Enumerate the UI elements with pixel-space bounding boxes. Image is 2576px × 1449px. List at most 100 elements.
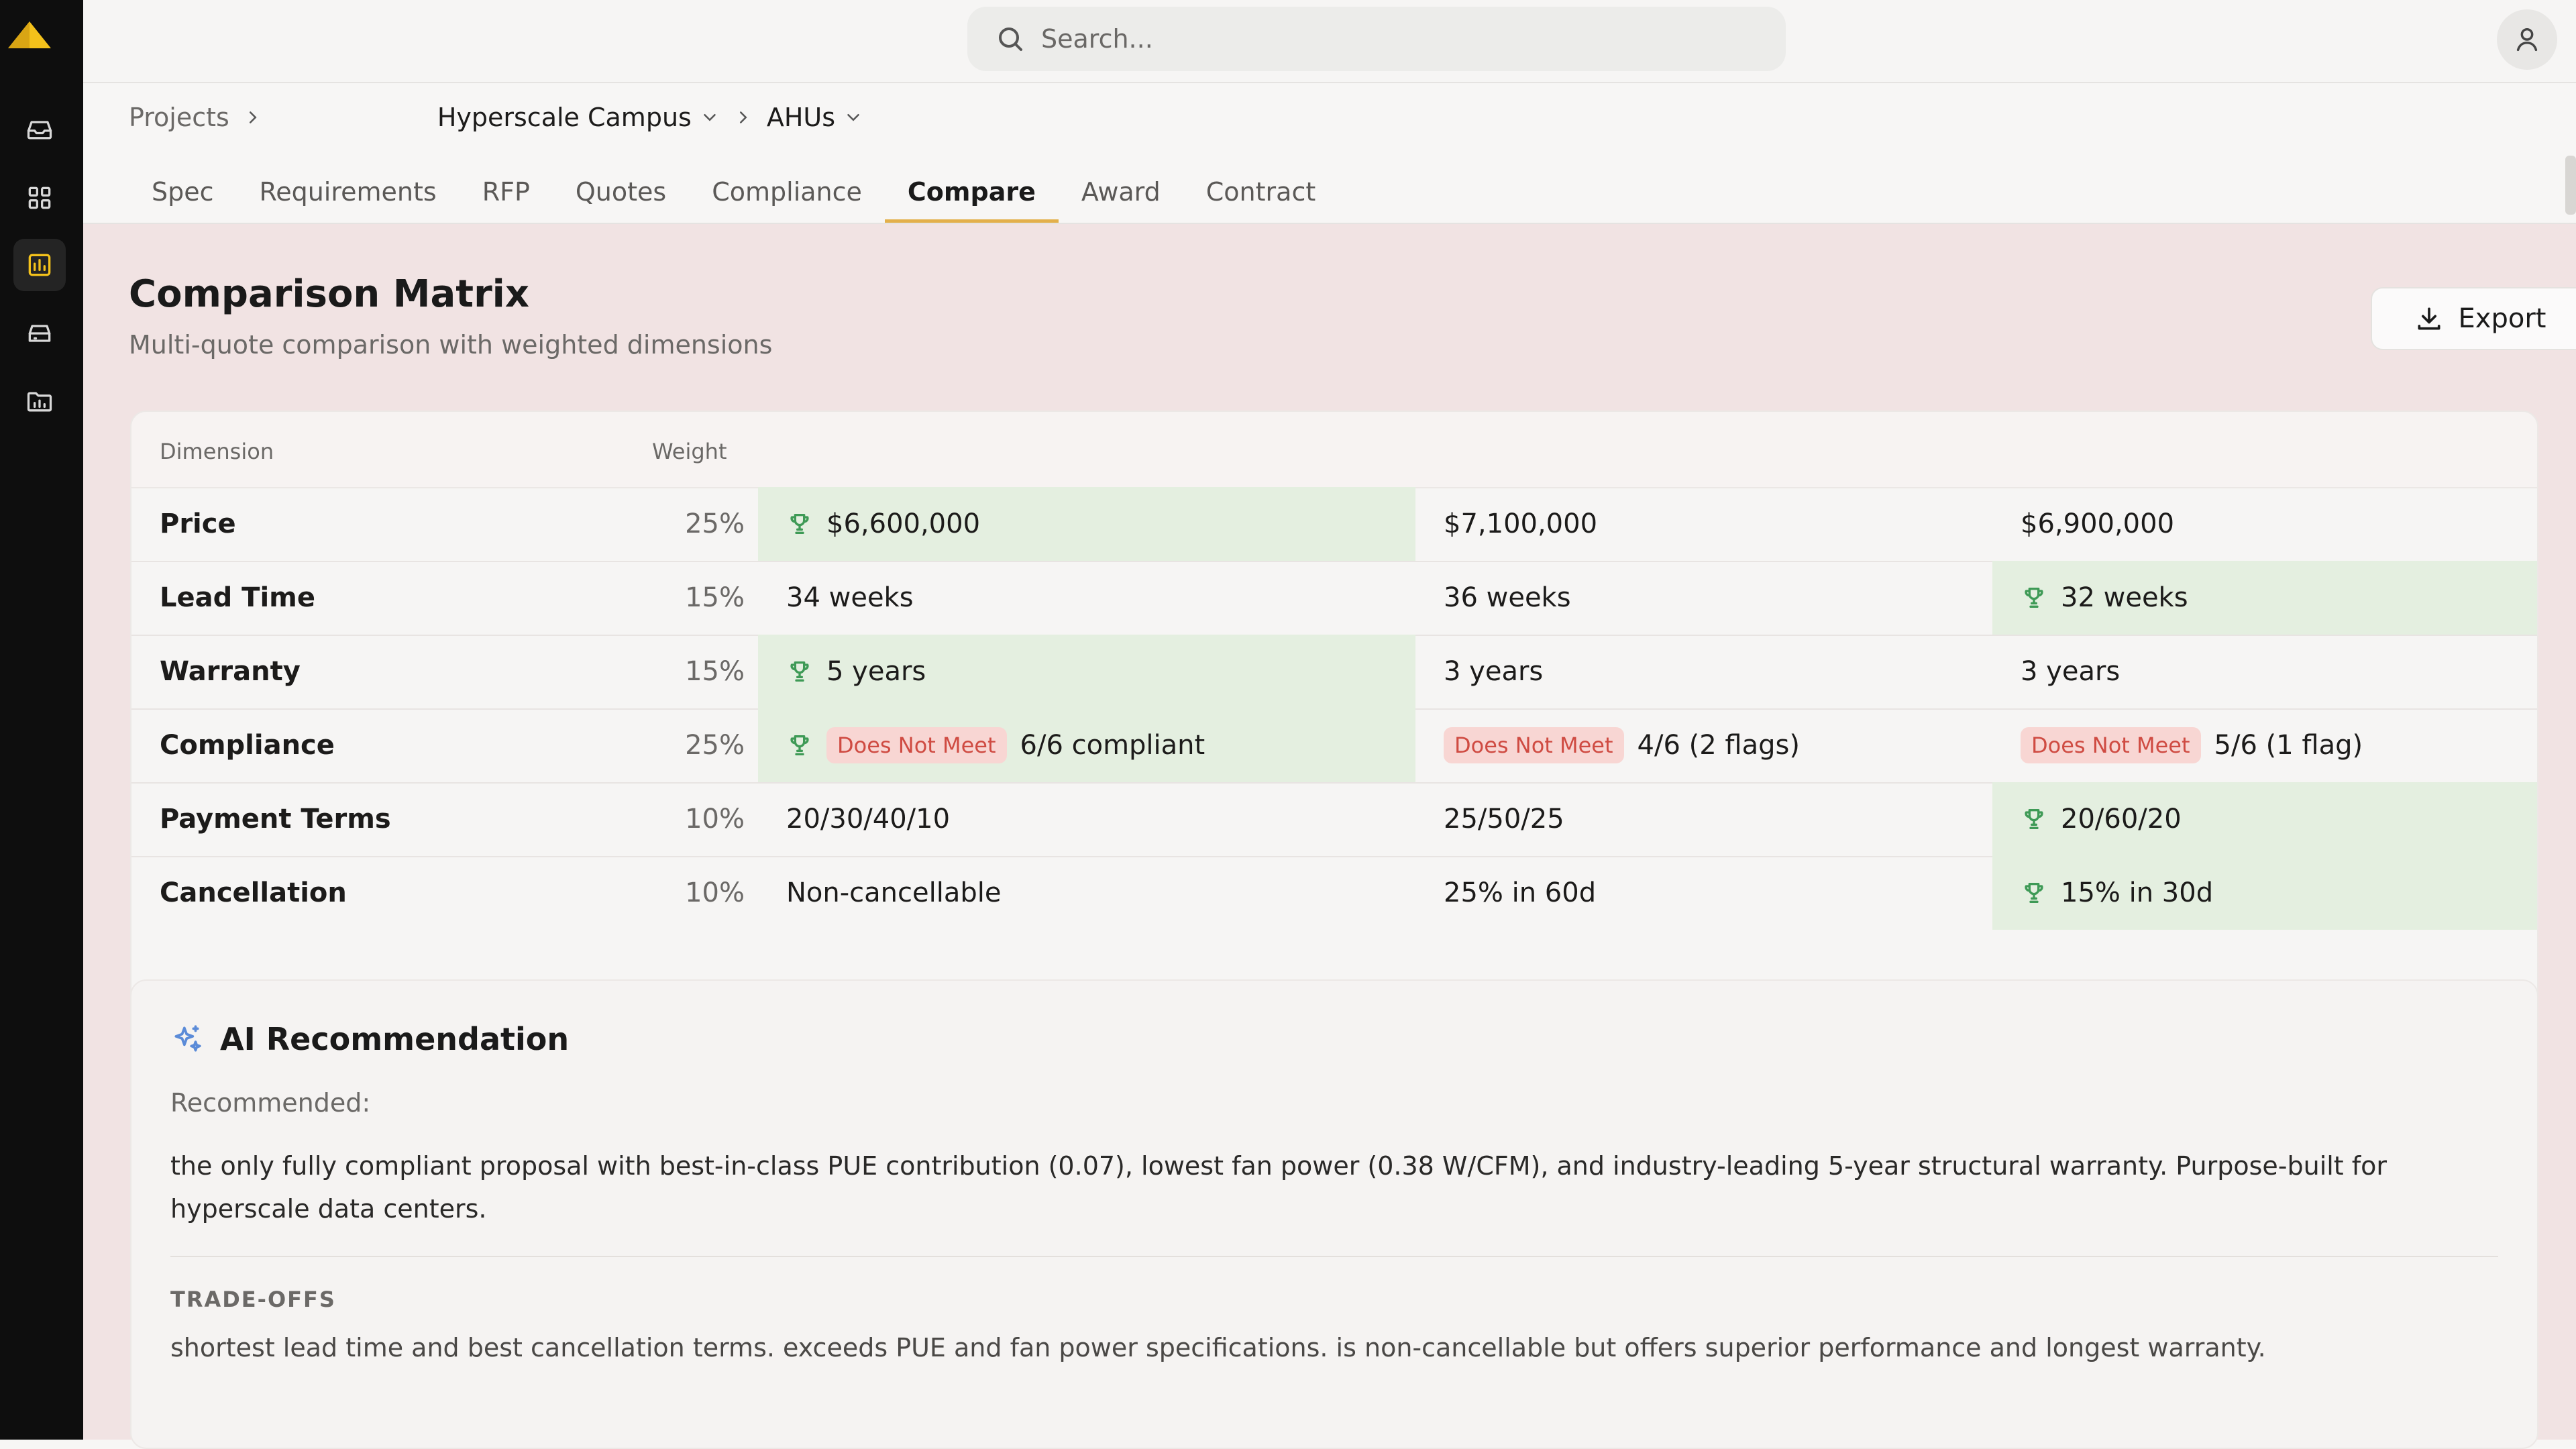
- dimension-label: Compliance: [160, 730, 335, 761]
- quote-2-value: 3 years: [1444, 656, 1544, 687]
- weight-value: 15%: [685, 656, 745, 687]
- sidebar-inbox-icon[interactable]: [13, 103, 66, 156]
- sidebar-storage-icon[interactable]: [13, 307, 66, 360]
- ai-recommendation-title: AI Recommendation: [220, 1021, 570, 1057]
- ai-recommendation-header: AI Recommendation: [170, 1021, 569, 1057]
- dimension-label: Lead Time: [160, 582, 315, 613]
- logo[interactable]: [5, 17, 54, 55]
- user-icon: [2516, 28, 2538, 52]
- download-icon: [2418, 307, 2440, 330]
- comparison-matrix: Dimension Weight Price 25% $6,600,000 $7…: [130, 411, 2538, 1157]
- sidebar-projects-icon[interactable]: [13, 239, 66, 291]
- chevron-down-icon: [704, 114, 716, 121]
- quote-2-value: 36 weeks: [1444, 582, 1571, 613]
- tab-bar: Spec Requirements RFP Quotes Compliance …: [129, 161, 1338, 223]
- quote-2-cell: 25% in 60d: [1415, 856, 1992, 930]
- breadcrumb-project-dropdown[interactable]: Hyperscale Campus: [437, 103, 720, 132]
- matrix-header-row: Dimension Weight: [131, 412, 2537, 488]
- quote-1-cell: 5 years: [758, 635, 1415, 708]
- quote-3-value: 32 weeks: [2061, 582, 2188, 613]
- quote-2-cell: 25/50/25: [1415, 782, 1992, 856]
- quote-3-cell: 3 years: [1992, 635, 2537, 708]
- sidebar-reports-icon[interactable]: [13, 376, 66, 428]
- weight-value: 25%: [685, 730, 745, 761]
- weight-value: 25%: [685, 508, 745, 539]
- trophy-icon: [2025, 588, 2043, 608]
- quote-2-cell: 3 years: [1415, 635, 1992, 708]
- export-label: Export: [2458, 303, 2546, 334]
- page-subtitle: Multi-quote comparison with weighted dim…: [129, 330, 773, 360]
- quote-1-value: Non-cancellable: [786, 877, 1002, 908]
- status-badge: Does Not Meet: [2021, 727, 2201, 763]
- breadcrumb-category-dropdown[interactable]: AHUs: [767, 103, 863, 132]
- scrollbar[interactable]: [2565, 156, 2576, 215]
- trophy-icon: [790, 735, 809, 755]
- tab-quotes[interactable]: Quotes: [575, 177, 667, 207]
- sidebar: [0, 0, 83, 1440]
- table-row: Cancellation 10% Non-cancellable 25% in …: [131, 856, 2537, 930]
- header-weight: Weight: [652, 439, 727, 464]
- quote-2-cell: Does Not Meet 4/6 (2 flags): [1415, 708, 1992, 782]
- quote-1-value: 20/30/40/10: [786, 804, 951, 835]
- quote-1-value: 5 years: [826, 656, 926, 687]
- trophy-icon: [2025, 809, 2043, 829]
- export-button[interactable]: Export: [2371, 287, 2576, 350]
- chevron-down-icon: [847, 114, 859, 121]
- trophy-icon: [790, 661, 809, 682]
- recommended-label: Recommended:: [170, 1088, 371, 1118]
- ai-recommendation-card: AI Recommendation Recommended: the only …: [130, 979, 2538, 1449]
- table-row: Lead Time 15% 34 weeks 36 weeks 32 weeks: [131, 561, 2537, 636]
- quote-2-value: 25/50/25: [1444, 804, 1564, 835]
- breadcrumb-category: AHUs: [766, 103, 836, 132]
- weight-value: 15%: [685, 582, 745, 613]
- tab-contract[interactable]: Contract: [1205, 177, 1316, 207]
- breadcrumb-project: Hyperscale Campus: [437, 103, 692, 132]
- table-row: Compliance 25% Does Not Meet 6/6 complia…: [131, 708, 2537, 784]
- user-avatar-button[interactable]: [2497, 9, 2557, 70]
- table-row: Warranty 15% 5 years 3 years 3 years: [131, 635, 2537, 710]
- quote-1-cell: Does Not Meet 6/6 compliant: [758, 708, 1415, 782]
- breadcrumb: Projects Hyperscale Campus AHUs: [129, 101, 863, 134]
- tab-compare[interactable]: Compare: [884, 161, 1059, 223]
- quote-3-cell: 15% in 30d: [1992, 856, 2537, 930]
- dimension-label: Price: [160, 508, 236, 539]
- tab-award[interactable]: Award: [1081, 177, 1161, 207]
- quote-3-cell: $6,900,000: [1992, 487, 2537, 561]
- quote-2-value: $7,100,000: [1444, 508, 1598, 539]
- search-box[interactable]: [967, 7, 1786, 71]
- table-row: Payment Terms 10% 20/30/40/10 25/50/25 2…: [131, 782, 2537, 857]
- tradeoffs-text: shortest lead time and best cancellation…: [170, 1333, 2266, 1362]
- table-row: Price 25% $6,600,000 $7,100,000 $6,900,0…: [131, 487, 2537, 562]
- tab-requirements[interactable]: Requirements: [259, 177, 437, 207]
- search-input[interactable]: [1040, 23, 1713, 54]
- tab-spec[interactable]: Spec: [152, 177, 214, 207]
- weight-value: 10%: [685, 877, 745, 908]
- quote-2-cell: $7,100,000: [1415, 487, 1992, 561]
- tab-rfp[interactable]: RFP: [482, 177, 530, 207]
- quote-3-value: $6,900,000: [2021, 508, 2175, 539]
- tab-compliance[interactable]: Compliance: [712, 177, 862, 207]
- sidebar-dashboard-icon[interactable]: [13, 172, 66, 224]
- chevron-right-icon: [243, 107, 263, 127]
- quote-1-cell: $6,600,000: [758, 487, 1415, 561]
- weight-value: 10%: [685, 804, 745, 835]
- trophy-icon: [790, 514, 809, 534]
- breadcrumb-projects[interactable]: Projects: [129, 103, 229, 132]
- status-badge: Does Not Meet: [826, 727, 1007, 763]
- quote-3-value: 20/60/20: [2061, 804, 2182, 835]
- quote-3-cell: 32 weeks: [1992, 561, 2537, 635]
- quote-3-cell: 20/60/20: [1992, 782, 2537, 856]
- quote-3-value: 15% in 30d: [2061, 877, 2214, 908]
- trophy-icon: [2025, 883, 2043, 903]
- quote-3-value: 3 years: [2021, 656, 2121, 687]
- quote-2-value: 25% in 60d: [1444, 877, 1597, 908]
- top-bar: [83, 0, 2576, 83]
- quote-1-cell: 34 weeks: [758, 561, 1415, 635]
- quote-1-cell: 20/30/40/10: [758, 782, 1415, 856]
- status-badge: Does Not Meet: [1444, 727, 1624, 763]
- dimension-label: Cancellation: [160, 877, 347, 908]
- quote-3-cell: Does Not Meet 5/6 (1 flag): [1992, 708, 2537, 782]
- tabs-divider: [83, 223, 2576, 224]
- header-dimension: Dimension: [160, 439, 274, 464]
- quote-1-value: 6/6 compliant: [1020, 730, 1205, 761]
